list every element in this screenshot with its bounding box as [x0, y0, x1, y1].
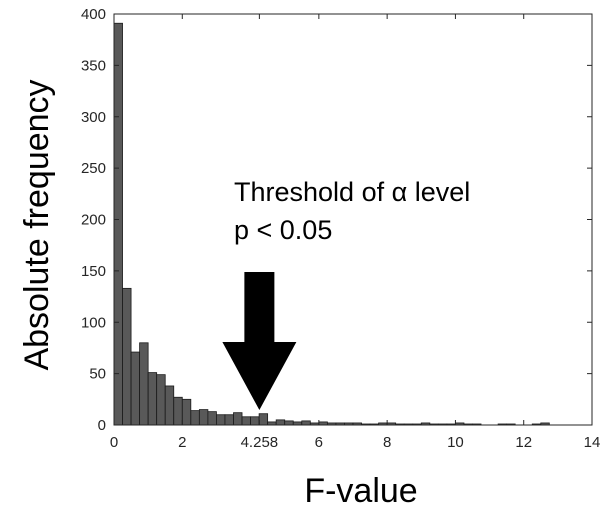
histogram-bar	[156, 374, 166, 426]
x-tick-label: 0	[110, 434, 118, 451]
y-tick-label: 150	[81, 263, 106, 280]
annotation-line-1: Threshold of α level	[234, 177, 470, 207]
histogram-bar	[147, 372, 158, 426]
y-tick-label: 200	[81, 212, 106, 229]
y-tick-label: 100	[81, 314, 106, 331]
y-tick-label: 350	[81, 57, 106, 74]
y-tick-label: 50	[89, 366, 106, 383]
histogram-bar	[113, 22, 123, 426]
ticks-group: 0 2 4.258 6 8 10 12 14 0 50 100 150 200 250 300 350 400	[81, 6, 600, 451]
x-tick-label: 2	[178, 434, 186, 451]
histogram-bar	[216, 414, 226, 426]
histogram-bar	[250, 416, 260, 426]
histogram-bar	[173, 396, 183, 426]
histogram-bar	[181, 398, 192, 426]
y-tick-label: 250	[81, 160, 106, 177]
x-tick-label: 8	[383, 434, 391, 451]
x-tick-label: 14	[584, 434, 601, 451]
x-tick-label: 6	[315, 434, 323, 451]
x-tick-label: 12	[515, 434, 532, 451]
x-tick-label: 10	[447, 434, 464, 451]
histogram-bar	[190, 410, 200, 426]
histogram-bar	[198, 409, 209, 426]
histogram-bar	[284, 420, 294, 426]
histogram-bar	[130, 351, 141, 426]
histogram-bar	[164, 385, 175, 426]
histogram-bar	[122, 287, 132, 426]
y-tick-label: 300	[81, 109, 106, 126]
y-tick-label: 400	[81, 6, 106, 23]
histogram-bar	[207, 411, 217, 426]
x-tick-label: 4.258	[241, 434, 279, 451]
x-axis-title: F-value	[304, 472, 417, 510]
y-tick-label: 0	[98, 417, 106, 434]
y-axis-title: Absolute frequency	[18, 79, 56, 370]
histogram-bar	[241, 416, 251, 426]
histogram-bar	[275, 419, 286, 426]
histogram-bar	[258, 413, 269, 426]
threshold-arrow-icon	[222, 272, 297, 410]
histogram-bar	[301, 420, 311, 426]
histogram-bar	[233, 412, 243, 426]
annotation-line-2: p < 0.05	[234, 215, 332, 245]
histogram-bar	[224, 414, 234, 426]
histogram-bar	[139, 342, 149, 426]
